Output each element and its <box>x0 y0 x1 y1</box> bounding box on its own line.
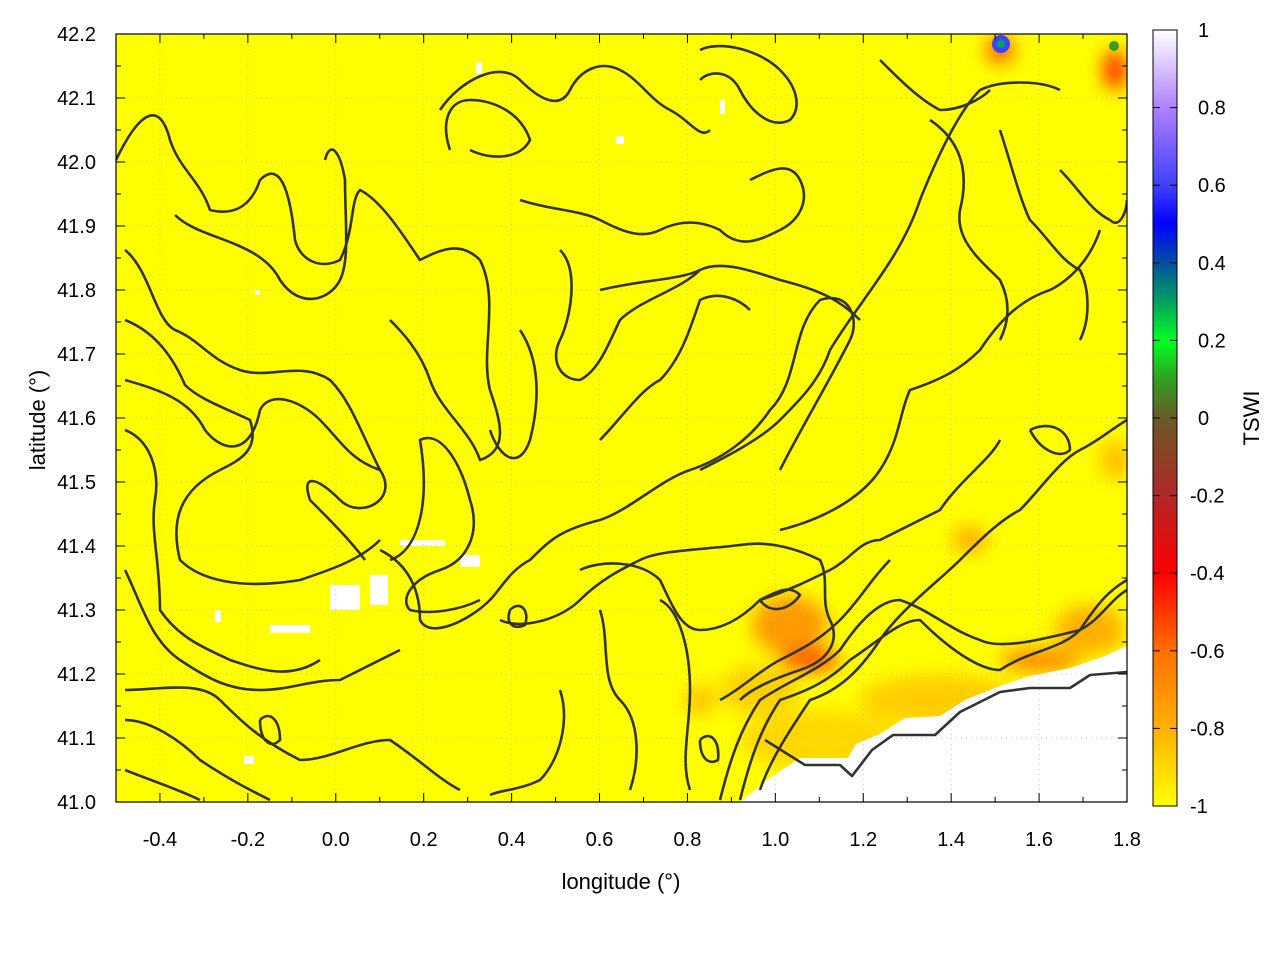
y-tick-label: 41.9 <box>57 216 96 238</box>
y-tick-label: 42.1 <box>57 88 96 110</box>
colorbar-tick-label: 0 <box>1198 408 1209 430</box>
x-tick-label: -0.2 <box>231 829 265 851</box>
y-tick-label: 41.4 <box>57 536 96 558</box>
sea-no-data-region <box>740 646 1127 802</box>
x-tick-label: 0.0 <box>322 829 350 851</box>
x-tick-label: 1.6 <box>1025 829 1053 851</box>
x-tick-label: 0.4 <box>498 829 526 851</box>
y-tick-label: 42.0 <box>57 152 96 174</box>
y-tick-label: 41.0 <box>57 792 96 814</box>
x-tick-label: 1.4 <box>937 829 965 851</box>
colorbar-tick-label: -0.4 <box>1190 563 1224 585</box>
colorbar-tick-label: 0.4 <box>1198 253 1226 275</box>
x-tick-label: 1.8 <box>1113 829 1141 851</box>
x-tick-label: -0.4 <box>143 829 177 851</box>
no-data-speckles <box>215 62 725 764</box>
y-tick-label: 41.8 <box>57 280 96 302</box>
x-tick-label: 0.8 <box>674 829 702 851</box>
y-tick-label: 41.2 <box>57 664 96 686</box>
grid <box>116 34 1127 802</box>
x-tick-label: 1.0 <box>761 829 789 851</box>
x-tick-label: 1.2 <box>849 829 877 851</box>
colorbar-tick-label: -0.6 <box>1190 641 1224 663</box>
y-axis-title: latitude (°) <box>25 370 50 471</box>
x-tick-label: 0.6 <box>586 829 614 851</box>
axes: -0.4 -0.2 0.0 0.2 0.4 0.6 0.8 1.0 1.2 1.4 1.6 1.8 41… <box>57 24 1141 851</box>
y-tick-label: 41.1 <box>57 728 96 750</box>
y-tick-label: 41.6 <box>57 408 96 430</box>
colorbar-tick-label: 1 <box>1198 20 1209 42</box>
y-tick-label: 41.5 <box>57 472 96 494</box>
colorbar-tick-label: 0.8 <box>1198 98 1226 120</box>
plot-area <box>116 34 1127 802</box>
x-axis-title: longitude (°) <box>562 869 681 894</box>
colorbar-tick-label: -0.8 <box>1190 718 1224 740</box>
colorbar-tick-label: -1 <box>1190 796 1208 818</box>
y-tick-label: 42.2 <box>57 24 96 46</box>
y-tick-label: 41.7 <box>57 344 96 366</box>
colorbar-tick-label: 0.2 <box>1198 330 1226 352</box>
heatmap-wet-patches <box>992 35 1119 53</box>
colorbar-tick-label: -0.2 <box>1190 486 1224 508</box>
contour-lines <box>116 44 1127 802</box>
colorbar-axis: 1 0.8 0.6 0.4 0.2 0 -0.2 -0.4 -0.6 -0.8 -1 <box>1153 20 1226 818</box>
colorbar-tick-label: 0.6 <box>1198 175 1226 197</box>
x-tick-label: 0.2 <box>410 829 438 851</box>
colorbar-title: TSWI <box>1239 391 1264 446</box>
y-tick-label: 41.3 <box>57 600 96 622</box>
